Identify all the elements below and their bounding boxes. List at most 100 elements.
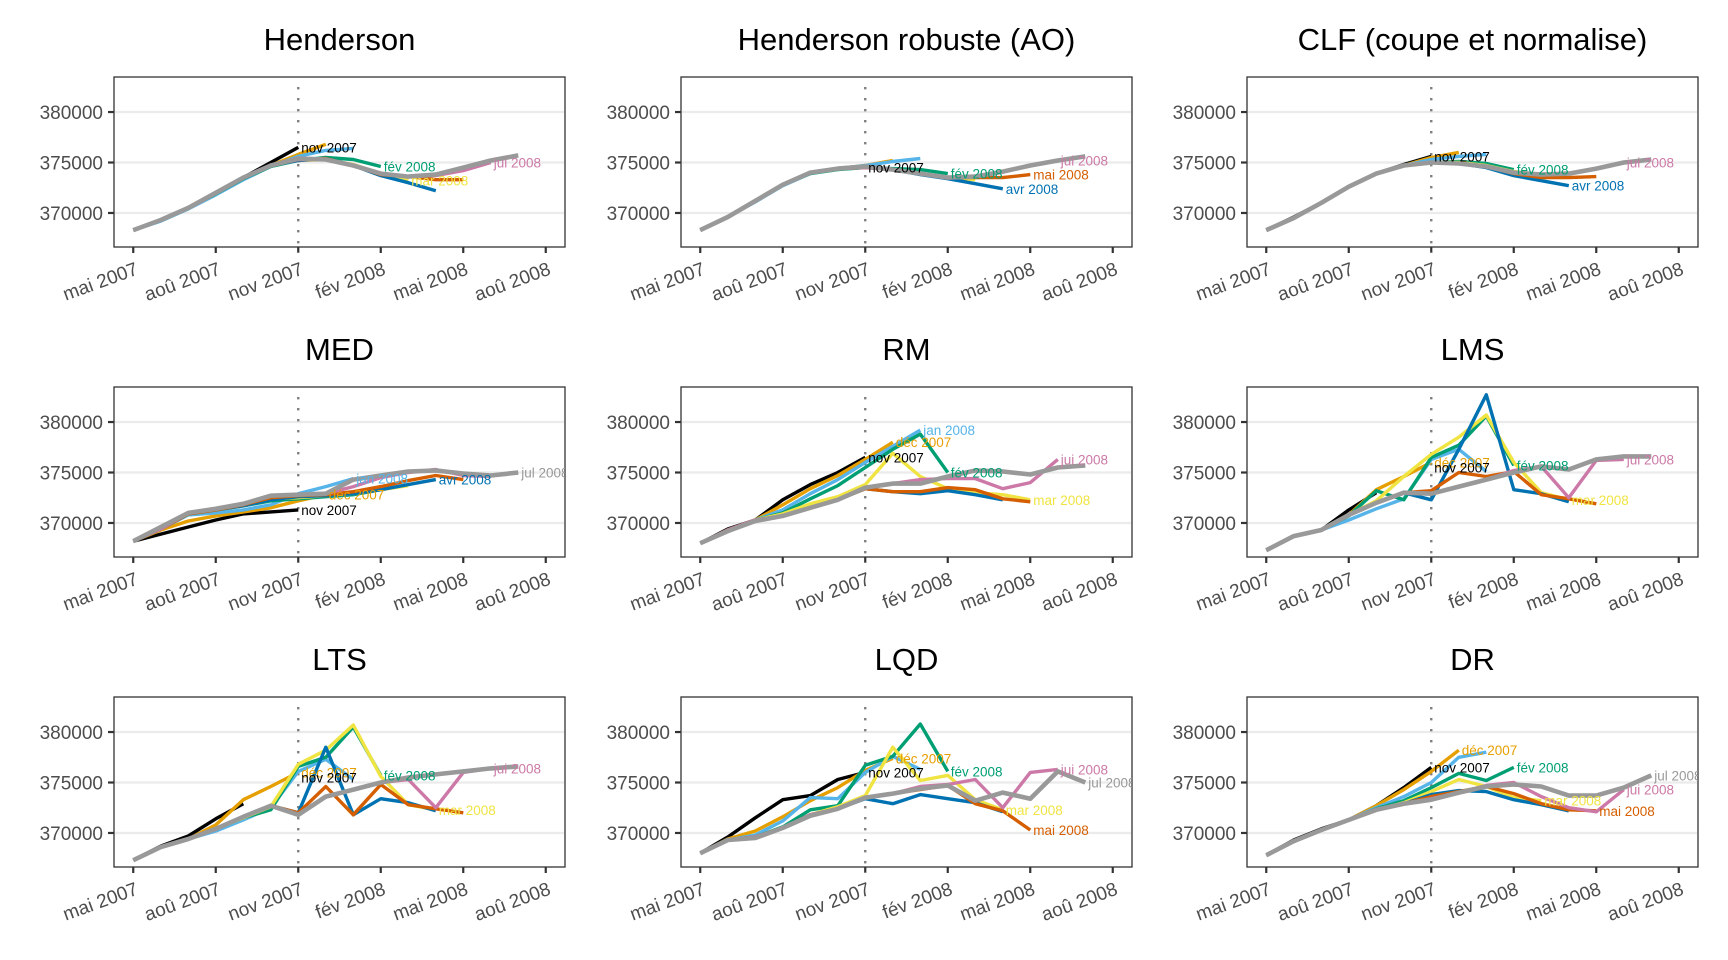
y-tick-label: 375000: [1173, 464, 1236, 485]
series-label: nov 2007: [301, 770, 357, 785]
series-label: mar 2008: [1006, 803, 1063, 818]
x-tick-label: mai 2008: [390, 569, 471, 615]
y-tick-label: 380000: [40, 723, 103, 744]
x-tick-label: fév 2008: [313, 259, 389, 304]
x-tick-label: aoû 2007: [1275, 569, 1357, 616]
x-tick-label: aoû 2007: [709, 569, 791, 616]
y-tick-label: 370000: [1173, 204, 1236, 225]
y-tick-label: 370000: [607, 514, 670, 535]
y-tick-label: 375000: [40, 154, 103, 175]
series-label: mai 2008: [1599, 804, 1655, 819]
y-tick-label: 380000: [607, 413, 670, 434]
series-label: nov 2007: [868, 450, 924, 465]
series-line-jul-2008: [132, 764, 519, 863]
series-label: avr 2008: [1006, 182, 1059, 197]
x-tick-label: aoû 2007: [142, 569, 224, 616]
series-label: jul 2008: [1653, 768, 1701, 783]
series-line-jul-2008: [699, 154, 1086, 233]
x-tick-label: aoû 2007: [142, 879, 224, 926]
x-tick-label: aoû 2008: [472, 569, 554, 616]
y-tick-label: 380000: [40, 103, 103, 124]
series-group: [699, 722, 1087, 856]
series-label: déc 2007: [896, 751, 952, 766]
y-tick-label: 370000: [40, 204, 103, 225]
label-group: déc 2007 fév 2008 mar 2008 jui 2008 nov 2007: [1434, 452, 1674, 507]
series-label: déc 2007: [1434, 455, 1490, 470]
y-tick-label: 370000: [607, 204, 670, 225]
panel-title: RM: [882, 332, 930, 367]
series-group: [699, 428, 1086, 546]
series-line-jul-2008: [1265, 773, 1653, 858]
series-label: jul 2008: [1087, 776, 1135, 791]
y-tick-label: 370000: [607, 824, 670, 845]
x-tick-label: aoû 2007: [1275, 259, 1357, 306]
series-group: [132, 723, 519, 863]
series-label: nov 2007: [301, 503, 357, 518]
series-label: nov 2007: [1434, 760, 1490, 775]
series-label: fév 2008: [951, 466, 1003, 481]
y-tick-label: 370000: [1173, 514, 1236, 535]
series-label: jui 2008: [1626, 156, 1674, 171]
y-tick-label: 380000: [607, 723, 670, 744]
x-tick-label: fév 2008: [1446, 259, 1522, 304]
series-label: nov 2007: [868, 765, 924, 780]
series-label: nov 2007: [1434, 149, 1490, 164]
series-label: jui 2008: [1626, 452, 1674, 467]
x-tick-label: nov 2007: [225, 259, 306, 305]
series-group: [132, 142, 519, 233]
series-group: [699, 154, 1086, 233]
series-label: nov 2007: [868, 161, 924, 176]
series-label: jan 2008: [922, 423, 975, 438]
series-label: mai 2008: [1033, 168, 1089, 183]
y-tick-label: 370000: [40, 824, 103, 845]
series-label: jui 2008: [493, 156, 541, 171]
x-tick-label: aoû 2008: [472, 879, 554, 926]
series-label: fév 2008: [384, 768, 436, 783]
y-tick-label: 375000: [40, 464, 103, 485]
panel-clf-coupe-et-normalise: CLF (coupe et normalise) 370000 375000 3800…: [1173, 22, 1699, 306]
panel-title: Henderson: [264, 22, 416, 57]
series-label: mar 2008: [1572, 493, 1629, 508]
series-label: fév 2008: [951, 167, 1003, 182]
x-tick-label: fév 2008: [880, 569, 956, 614]
series-line-jul-2008: [132, 468, 519, 544]
x-tick-label: aoû 2008: [1605, 569, 1687, 616]
x-tick-label: nov 2007: [792, 569, 873, 615]
series-line-nov-2007: [699, 770, 866, 855]
series-label: fév 2008: [951, 764, 1003, 779]
x-tick-label: mai 2007: [627, 569, 708, 615]
series-line-jul-2008: [699, 463, 1086, 546]
x-tick-label: mai 2007: [60, 259, 141, 305]
y-tick-label: 375000: [1173, 154, 1236, 175]
series-label: jui 2008: [1626, 783, 1674, 798]
series-label: déc 2007: [1462, 743, 1518, 758]
series-label: jan 2008: [355, 472, 408, 487]
x-tick-label: fév 2008: [1446, 879, 1522, 924]
series-line-jul-2008: [699, 769, 1087, 856]
x-tick-label: fév 2008: [880, 879, 956, 924]
x-tick-label: nov 2007: [1358, 569, 1439, 615]
x-tick-label: nov 2007: [792, 879, 873, 925]
x-tick-label: aoû 2008: [1039, 569, 1121, 616]
x-tick-label: mai 2008: [1523, 259, 1604, 305]
x-tick-label: nov 2007: [1358, 259, 1439, 305]
y-tick-label: 375000: [607, 154, 670, 175]
series-label: jui 2008: [1060, 762, 1108, 777]
series-line-jul-2008: [1265, 454, 1652, 553]
series-label: jui 2008: [1060, 153, 1108, 168]
x-tick-label: nov 2007: [225, 879, 306, 925]
series-line-jul-2008: [1265, 157, 1652, 233]
x-tick-label: fév 2008: [313, 569, 389, 614]
panel-henderson-robuste-ao: Henderson robuste (AO) 370000 375000 380000…: [607, 22, 1133, 306]
x-tick-label: mai 2008: [1523, 879, 1604, 925]
x-tick-label: aoû 2008: [1039, 879, 1121, 926]
series-label: jul 2008: [520, 466, 568, 481]
